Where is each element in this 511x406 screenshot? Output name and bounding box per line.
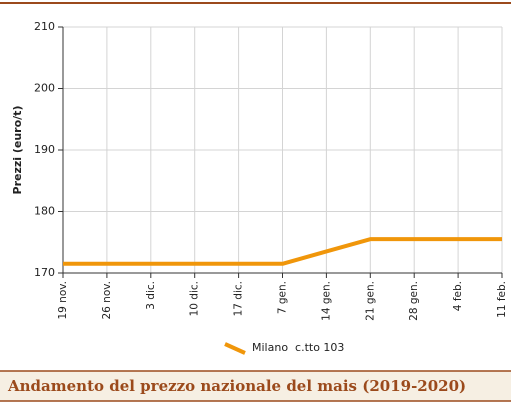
y-tick-label: 200	[34, 82, 55, 95]
x-tick-label: 17 dic.	[233, 281, 245, 316]
x-tick-label: 7 gen.	[277, 281, 289, 314]
y-tick-label: 210	[34, 20, 55, 33]
x-tick-label: 14 gen.	[320, 281, 332, 321]
title-band	[0, 371, 511, 401]
legend-swatch	[224, 342, 246, 355]
y-tick-label: 170	[34, 266, 55, 279]
y-tick-label: 180	[34, 205, 55, 218]
legend-label: Milano c.tto 103	[252, 341, 344, 354]
x-tick-label: 10 dic.	[189, 281, 201, 316]
x-tick-label: 26 nov.	[101, 281, 113, 320]
x-tick-label: 11 feb.	[496, 281, 508, 318]
series-line	[63, 237, 502, 266]
chart-title: Andamento del prezzo nazionale del mais …	[7, 377, 466, 395]
x-tick-label: 4 feb.	[452, 281, 464, 311]
y-axis-label: Prezzi (euro/t)	[11, 106, 24, 195]
x-tick-label: 3 dic.	[145, 281, 157, 310]
x-tick-label: 21 gen.	[364, 281, 376, 321]
x-tick-label: 19 nov.	[57, 281, 69, 320]
y-tick-label: 190	[34, 143, 55, 156]
x-tick-label: 28 gen.	[408, 281, 420, 321]
